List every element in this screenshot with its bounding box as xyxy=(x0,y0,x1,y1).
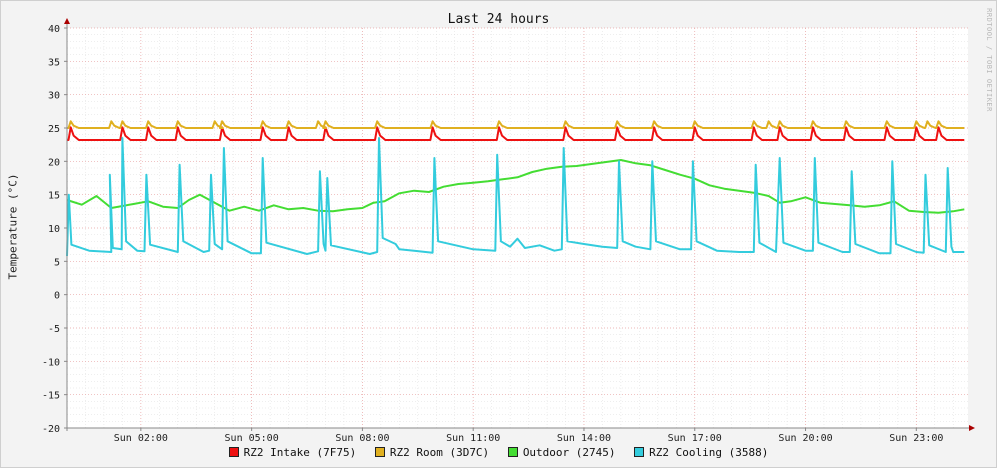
y-axis-arrow xyxy=(64,18,70,24)
legend-swatch xyxy=(634,447,645,457)
y-tick-label: 15 xyxy=(48,191,60,202)
watermark-text: RRDTOOL / TOBI OETIKER xyxy=(985,8,993,112)
x-tick-label: Sun 11:00 xyxy=(446,433,500,444)
legend-swatch xyxy=(507,447,518,457)
y-tick-label: -10 xyxy=(42,357,60,368)
series-line xyxy=(67,120,965,129)
legend-swatch xyxy=(374,447,385,457)
legend-label: RZ2 Room (3D7C) xyxy=(389,446,490,459)
x-tick-label: Sun 17:00 xyxy=(668,433,722,444)
y-tick-label: 35 xyxy=(48,57,60,68)
y-axis-label: Temperature (°C) xyxy=(6,173,20,280)
legend-label: RZ2 Intake (7F75) xyxy=(243,446,357,459)
y-tick-label: 10 xyxy=(48,224,60,235)
y-tick-label: 0 xyxy=(54,291,60,302)
axes: 40 35 30 25 20 15 10 5 0 -5 -10 -15 -20 Sun 02:00 Sun … xyxy=(42,18,975,444)
legend-swatch xyxy=(228,447,239,457)
series-line xyxy=(66,137,965,257)
legend: RZ2 Intake (7F75) RZ2 Room (3D7C) Outdoo… xyxy=(0,446,997,459)
x-tick-label: Sun 14:00 xyxy=(557,433,611,444)
series-line xyxy=(66,159,965,214)
x-tick-label: Sun 02:00 xyxy=(114,433,168,444)
legend-item: RZ2 Room (3D7C) xyxy=(374,446,490,459)
y-tick-label: 30 xyxy=(48,91,60,102)
x-tick-label: Sun 05:00 xyxy=(225,433,279,444)
y-tick-label: -15 xyxy=(42,391,60,402)
series-lines xyxy=(66,120,965,257)
x-tick-label: Sun 08:00 xyxy=(335,433,389,444)
legend-label: Outdoor (2745) xyxy=(522,446,616,459)
legend-item: Outdoor (2745) xyxy=(507,446,616,459)
legend-item: RZ2 Intake (7F75) xyxy=(228,446,357,459)
grid xyxy=(67,27,968,428)
legend-label: RZ2 Cooling (3588) xyxy=(649,446,769,459)
x-axis-arrow xyxy=(969,425,975,431)
x-tick-label: Sun 20:00 xyxy=(778,433,832,444)
y-tick-label: -5 xyxy=(48,324,60,335)
y-tick-label: 5 xyxy=(54,257,60,268)
y-tick-label: -20 xyxy=(42,424,60,435)
y-tick-label: 25 xyxy=(48,124,60,135)
chart-title: Last 24 hours xyxy=(447,12,550,27)
y-tick-label: 20 xyxy=(48,157,60,168)
series-line xyxy=(67,126,965,141)
y-tick-label: 40 xyxy=(48,24,60,35)
x-tick-label: Sun 23:00 xyxy=(889,433,943,444)
legend-item: RZ2 Cooling (3588) xyxy=(634,446,768,459)
